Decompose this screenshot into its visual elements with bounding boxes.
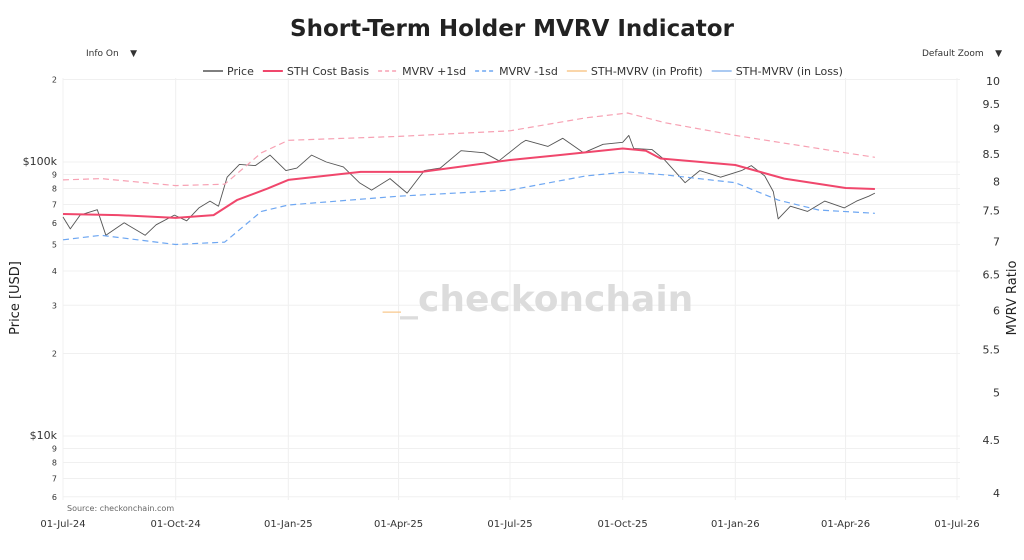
x-tick-label: 01-Oct-25 [598,519,648,530]
x-tick-label: 01-Jan-26 [711,519,760,530]
y2-axis-label: MVRV Ratio [1005,261,1020,336]
legend-item: STH-MVRV (in Loss) [736,65,843,78]
y2-tick-label: 4 [993,487,1000,500]
y-tick-label: 5 [52,240,57,249]
y-tick-label: 7 [52,474,57,483]
chevron-down-icon: ▼ [130,49,138,59]
y-tick-label: 6 [52,219,57,228]
y-tick-label: 3 [52,301,57,310]
x-tick-label: 01-Jul-26 [934,519,979,530]
y-tick-label: 8 [52,185,57,194]
x-tick-label: 01-Apr-25 [374,519,423,530]
watermark: _checkonchain [400,279,693,320]
y-axis-label: Price [USD] [8,261,23,335]
legend-item: MVRV -1sd [499,65,558,78]
info-dropdown[interactable]: Info On ▼ [78,46,145,62]
y2-tick-label: 7.5 [983,204,1001,217]
y-tick-label: $10k [30,429,58,442]
legend-item: STH-MVRV (in Profit) [591,65,703,78]
info-label: Info On [86,49,119,59]
x-tick-label: 01-Jul-24 [40,519,85,530]
chevron-down-icon: ▼ [995,49,1003,59]
legend-item: STH Cost Basis [287,65,369,78]
series-line-mvrv-1sd [62,112,875,187]
x-tick-label: 01-Oct-24 [151,519,201,530]
y2-tick-label: 8.5 [983,148,1001,161]
series-line-sth-cost-basis [62,147,875,219]
y-tick-label: 4 [52,267,57,276]
legend-item: Price [227,65,254,78]
y-tick-label: 2 [52,350,57,359]
y2-tick-label: 9.5 [983,98,1001,111]
chart-title: Short-Term Holder MVRV Indicator [290,16,734,42]
y-tick-label: 8 [52,459,57,468]
source-note: Source: checkonchain.com [67,504,174,513]
x-tick-label: 01-Jan-25 [264,519,313,530]
y-tick-label: 9 [52,445,57,454]
zoom-dropdown[interactable]: Default Zoom ▼ [914,46,1010,62]
series-line-mvrv-1sd [62,171,875,246]
y-tick-label: 2 [52,76,57,85]
y-tick-label: 9 [52,171,57,180]
y2-tick-label: 9 [993,122,1000,135]
y2-tick-label: 6.5 [983,269,1001,282]
y2-tick-label: 5.5 [983,344,1001,357]
x-tick-label: 01-Apr-26 [821,519,870,530]
y2-tick-label: 6 [993,305,1000,318]
legend-item: MVRV +1sd [402,65,466,78]
y2-tick-label: 8 [993,175,1000,188]
y2-tick-label: 5 [993,387,1000,400]
zoom-label: Default Zoom [922,49,984,59]
x-tick-label: 01-Jul-25 [487,519,532,530]
y2-tick-label: 10 [986,75,1000,88]
y2-tick-label: 7 [993,235,1000,248]
y-tick-label: 6 [52,493,57,502]
y-tick-label: $100k [23,155,58,168]
y2-tick-label: 4.5 [983,434,1001,447]
y-tick-label: 7 [52,200,57,209]
